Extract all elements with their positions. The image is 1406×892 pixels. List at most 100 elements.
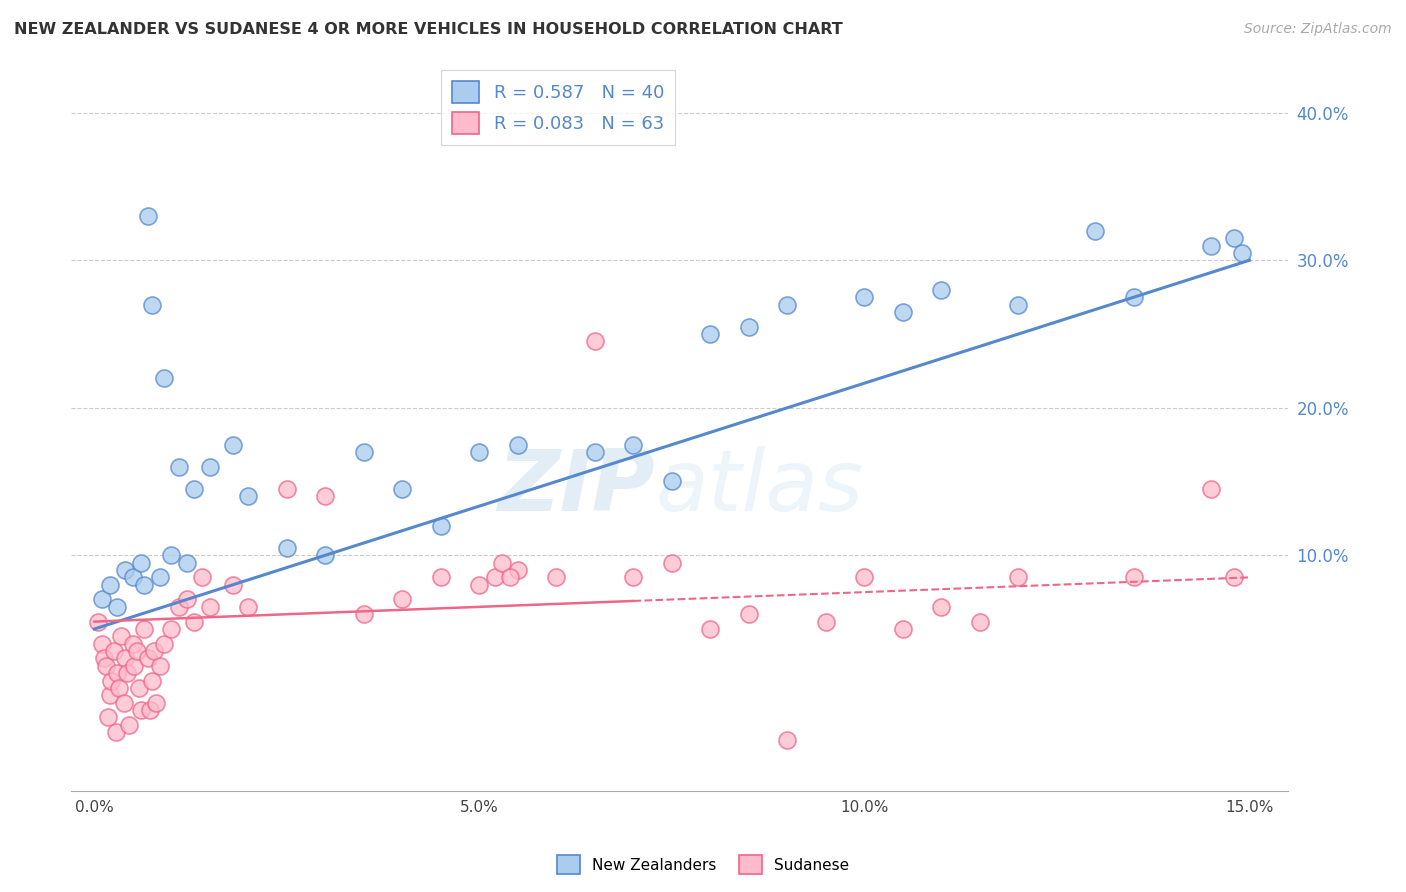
Point: [107, 666, 129, 681]
Point: [484, 570, 506, 584]
Point: [98, 689, 121, 703]
Point: [198, 459, 221, 474]
Point: [160, 622, 183, 636]
Point: [91, 592, 114, 607]
Point: [506, 563, 529, 577]
Point: [1199, 482, 1222, 496]
Point: [108, 681, 131, 695]
Point: [1123, 290, 1146, 304]
Point: [1007, 570, 1029, 584]
Point: [314, 489, 336, 503]
Point: [814, 615, 837, 629]
Point: [222, 578, 245, 592]
Point: [314, 548, 336, 562]
Point: [149, 570, 172, 584]
Point: [143, 644, 166, 658]
Point: [1199, 238, 1222, 252]
Point: [1223, 570, 1246, 584]
Point: [699, 326, 721, 341]
Point: [152, 371, 174, 385]
Point: [183, 482, 205, 496]
Point: [468, 445, 491, 459]
Point: [391, 482, 413, 496]
Point: [183, 615, 205, 629]
Point: [112, 696, 135, 710]
Point: [391, 592, 413, 607]
Point: [1084, 224, 1107, 238]
Point: [238, 599, 260, 614]
Point: [97, 710, 120, 724]
Point: [141, 673, 163, 688]
Point: [93, 651, 115, 665]
Point: [546, 570, 568, 584]
Point: [969, 615, 991, 629]
Point: [623, 570, 645, 584]
Point: [222, 437, 245, 451]
Point: [104, 725, 127, 739]
Legend: New Zealanders, Sudanese: New Zealanders, Sudanese: [551, 849, 855, 880]
Text: Source: ZipAtlas.com: Source: ZipAtlas.com: [1244, 22, 1392, 37]
Point: [115, 666, 138, 681]
Point: [129, 556, 152, 570]
Point: [1007, 297, 1029, 311]
Point: [139, 703, 162, 717]
Text: ZIP: ZIP: [498, 446, 655, 529]
Point: [276, 482, 298, 496]
Point: [931, 599, 953, 614]
Text: NEW ZEALANDER VS SUDANESE 4 OR MORE VEHICLES IN HOUSEHOLD CORRELATION CHART: NEW ZEALANDER VS SUDANESE 4 OR MORE VEHI…: [14, 22, 842, 37]
Point: [776, 297, 799, 311]
Point: [107, 599, 129, 614]
Point: [583, 445, 606, 459]
Point: [129, 703, 152, 717]
Point: [891, 305, 914, 319]
Point: [353, 445, 375, 459]
Point: [776, 732, 799, 747]
Point: [152, 637, 174, 651]
Point: [91, 637, 114, 651]
Point: [87, 615, 110, 629]
Point: [623, 437, 645, 451]
Point: [167, 599, 190, 614]
Point: [661, 556, 683, 570]
Point: [430, 570, 453, 584]
Point: [121, 570, 143, 584]
Point: [276, 541, 298, 555]
Point: [853, 570, 876, 584]
Point: [1123, 570, 1146, 584]
Point: [191, 570, 214, 584]
Point: [121, 637, 143, 651]
Point: [491, 556, 513, 570]
Point: [238, 489, 260, 503]
Point: [738, 607, 761, 622]
Point: [353, 607, 375, 622]
Point: [176, 556, 198, 570]
Point: [931, 283, 953, 297]
Point: [1230, 246, 1253, 260]
Point: [98, 578, 121, 592]
Point: [128, 681, 150, 695]
Point: [118, 718, 141, 732]
Point: [141, 297, 163, 311]
Point: [198, 599, 221, 614]
Point: [167, 459, 190, 474]
Point: [506, 437, 529, 451]
Point: [176, 592, 198, 607]
Point: [136, 651, 159, 665]
Point: [468, 578, 491, 592]
Point: [136, 209, 159, 223]
Point: [145, 696, 167, 710]
Point: [738, 319, 761, 334]
Point: [114, 651, 136, 665]
Point: [125, 644, 148, 658]
Point: [149, 658, 172, 673]
Point: [583, 334, 606, 349]
Point: [124, 658, 146, 673]
Point: [160, 548, 183, 562]
Point: [499, 570, 522, 584]
Text: atlas: atlas: [655, 446, 863, 529]
Point: [110, 629, 132, 643]
Legend: R = 0.587   N = 40, R = 0.083   N = 63: R = 0.587 N = 40, R = 0.083 N = 63: [441, 70, 675, 145]
Point: [661, 475, 683, 489]
Point: [103, 644, 125, 658]
Point: [853, 290, 876, 304]
